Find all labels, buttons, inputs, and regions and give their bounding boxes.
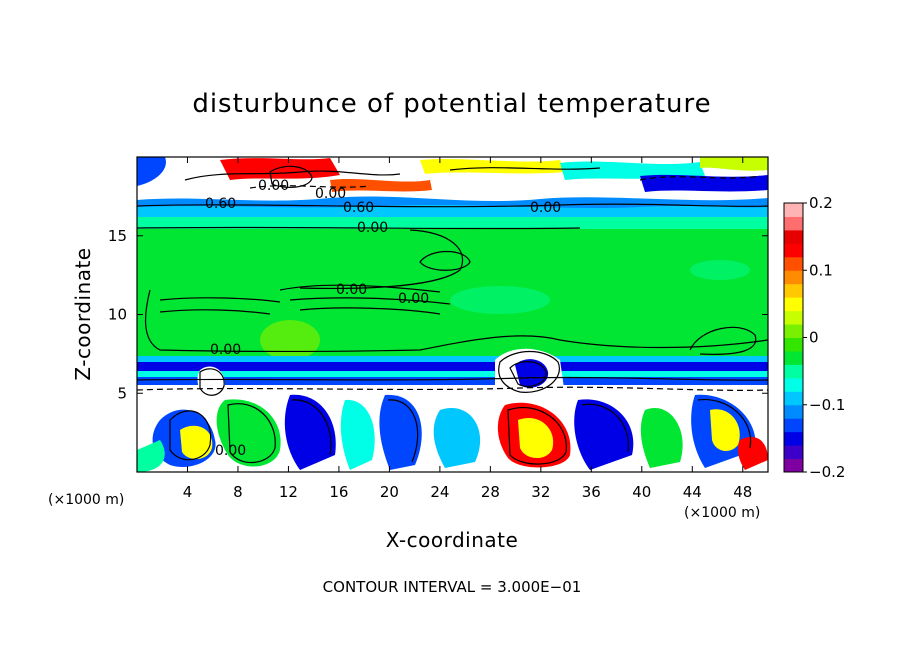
y-axis: 5 10 15 <box>108 227 768 402</box>
x-unit-left: (×1000 m) <box>48 492 124 508</box>
x-tick-label: 24 <box>430 483 449 501</box>
upper-eddy-5 <box>640 174 768 192</box>
colorbar-swatch <box>784 337 803 352</box>
x-tick-label: 28 <box>481 483 500 501</box>
plume-2 <box>515 359 549 388</box>
x-tick-label: 48 <box>733 483 752 501</box>
colorbar-tick-label: 0.1 <box>809 261 833 279</box>
colorbar-swatch <box>784 431 803 446</box>
lower-blob-4 <box>284 394 336 470</box>
colorbar-swatch <box>784 364 803 379</box>
contour-label: 0.60 <box>343 200 374 216</box>
contour-label-group: 0.00 0.00 0.00 0.00 0.00 0.00 0.00 0.00 … <box>205 178 561 459</box>
upper-band-teal <box>137 217 768 229</box>
colorbar-swatch <box>784 203 803 217</box>
colorbar-swatch <box>784 310 803 325</box>
stable-layer-mid <box>137 371 768 377</box>
upper-eddy-2 <box>220 158 340 180</box>
y-tick-label: 10 <box>108 306 127 324</box>
colorbar-swatch <box>784 256 803 271</box>
upper-eddy-7 <box>700 157 768 171</box>
lower-blob-5 <box>340 399 375 470</box>
x-tick-label: 36 <box>582 483 601 501</box>
mid-cyan-patch-3 <box>690 260 750 280</box>
colorbar-tick-label: 0 <box>809 329 819 347</box>
colorbar-tick-label: 0.2 <box>809 194 833 212</box>
colorbar <box>784 203 803 473</box>
lower-blob-11 <box>640 408 683 468</box>
lower-blob-13 <box>710 409 740 452</box>
y-axis-title: Z-coordinate <box>71 247 95 380</box>
mid-cyan-patch-2 <box>450 286 550 314</box>
colorbar-swatch <box>784 270 803 285</box>
colorbar-swatch <box>784 418 803 433</box>
contour-label: 0.00 <box>530 200 561 216</box>
colorbar-tick-label: −0.1 <box>809 396 845 414</box>
x-tick-label: 4 <box>183 483 193 501</box>
lower-blob-6 <box>379 394 422 470</box>
contour-label: 0.00 <box>315 186 346 202</box>
contour-label: 0.00 <box>258 178 289 194</box>
lower-blob-14 <box>737 436 768 470</box>
lower-blob-3 <box>216 399 281 467</box>
upper-eddy-1 <box>137 157 166 186</box>
x-axis: 4 8 12 16 20 24 28 32 36 40 44 48 <box>183 157 752 501</box>
x-tick-label: 20 <box>380 483 399 501</box>
upper-eddy-6 <box>330 178 432 192</box>
colorbar-swatch <box>784 377 803 392</box>
colorbar-swatch <box>784 229 803 244</box>
x-tick-label: 44 <box>683 483 702 501</box>
y-tick-label: 5 <box>117 384 127 402</box>
colorbar-swatch <box>784 350 803 365</box>
x-tick-label: 16 <box>329 483 348 501</box>
contour-label: 0.00 <box>210 342 241 358</box>
contour-label: 0.60 <box>205 196 236 212</box>
colorbar-tick-label: −0.2 <box>809 463 845 481</box>
colorbar-swatch <box>784 391 803 406</box>
x-tick-label: 40 <box>632 483 651 501</box>
x-tick-label: 12 <box>279 483 298 501</box>
chart-title: disturbunce of potential temperature <box>192 89 711 119</box>
contour-label: 0.00 <box>357 220 388 236</box>
lower-blob-7 <box>433 408 481 468</box>
contour-interval-note: CONTOUR INTERVAL = 3.000E−01 <box>323 578 582 596</box>
mid-cyan-patch-1 <box>260 320 320 360</box>
colorbar-swatch <box>784 243 803 258</box>
colorbar-swatch <box>784 297 803 312</box>
colorbar-swatch <box>784 283 803 298</box>
lower-blob-9 <box>518 418 554 459</box>
y-tick-label: 15 <box>108 227 127 245</box>
x-tick-label: 32 <box>531 483 550 501</box>
stable-layer-blue <box>137 362 768 372</box>
contour-label: 0.00 <box>336 282 367 298</box>
x-axis-title: X-coordinate <box>386 528 519 552</box>
contour-lines <box>137 165 768 465</box>
colorbar-swatch <box>784 404 803 419</box>
stable-layer-cyan <box>137 356 768 364</box>
colorbar-swatch <box>784 216 803 231</box>
colorbar-swatch <box>784 324 803 338</box>
heatmap-field: 0.00 0.00 0.00 0.00 0.00 0.00 0.00 0.00 … <box>137 157 768 472</box>
upper-eddy-3 <box>420 158 565 174</box>
lower-blob-2 <box>180 425 213 460</box>
colorbar-ticks: 0.2 0.1 0 −0.1 −0.2 <box>803 194 845 481</box>
plume-3 <box>197 366 225 400</box>
contour-label: 0.00 <box>398 291 429 307</box>
stable-layer-lower <box>137 377 768 385</box>
x-unit-right: (×1000 m) <box>684 505 760 521</box>
contour-label: 0.00 <box>215 443 246 459</box>
colorbar-swatch <box>784 458 803 473</box>
colorbar-swatch <box>784 445 803 460</box>
lower-blob-15 <box>137 440 165 472</box>
x-tick-label: 8 <box>233 483 243 501</box>
